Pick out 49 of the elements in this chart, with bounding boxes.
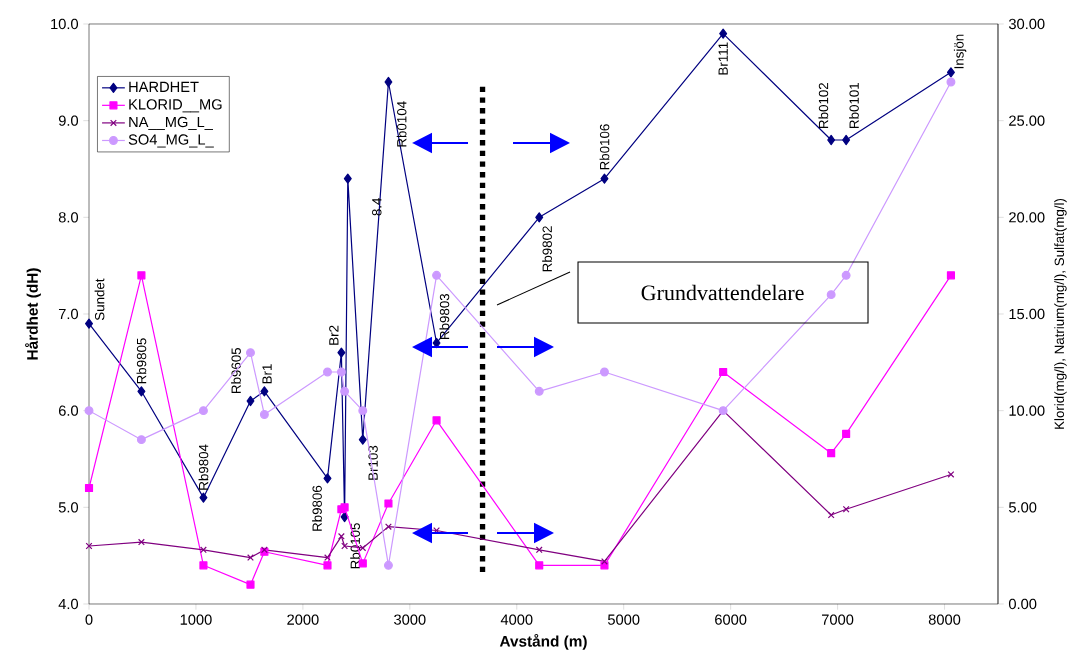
y2-tick-label: 0.00 bbox=[1008, 598, 1037, 610]
annotation: Rb9803 bbox=[439, 293, 450, 339]
legend-label: NA__MG_L_ bbox=[129, 116, 214, 130]
y-tick-label: 7.0 bbox=[58, 308, 79, 320]
legend-label: SO4_MG_L_ bbox=[128, 134, 214, 148]
y-tick-label: 5.0 bbox=[58, 502, 79, 513]
legend-label: HARDHET bbox=[129, 81, 199, 92]
annotation: Rb9804 bbox=[198, 444, 209, 490]
y2-tick-label: 10.00 bbox=[1009, 405, 1045, 416]
annotation: Grundvattendelare bbox=[641, 284, 804, 301]
y2-tick-label: 15.00 bbox=[1009, 308, 1045, 320]
annotation: Rb0102 bbox=[818, 83, 829, 128]
annotation: Br2 bbox=[329, 325, 339, 345]
y-tick-label: 6.0 bbox=[58, 405, 79, 416]
y2-tick-label: 25.00 bbox=[1009, 115, 1045, 126]
x-tick-label: 6000 bbox=[715, 614, 747, 625]
x-axis-title: Avstånd (m) bbox=[499, 633, 587, 650]
x-tick-label: 0 bbox=[85, 614, 93, 625]
x-tick-label: 7000 bbox=[822, 614, 854, 625]
y-axis-title: Hårdhet (dH) bbox=[25, 268, 41, 360]
x-tick-label: 2000 bbox=[287, 614, 319, 625]
annotation: Rb9806 bbox=[312, 485, 322, 531]
x-tick-label: 5000 bbox=[607, 614, 640, 625]
y2-tick-label: 20.00 bbox=[1009, 212, 1045, 223]
y2-tick-label: 5.00 bbox=[1008, 502, 1037, 513]
annotation: Rb9802 bbox=[542, 226, 552, 272]
y2-axis-title: Klorid(mg/l), Natrium(mg/l), Sulfat(mg/l) bbox=[1054, 198, 1067, 429]
x-tick-label: 1000 bbox=[180, 614, 212, 625]
annotation: Br111 bbox=[718, 42, 728, 75]
legend-label: KLORID__MG bbox=[129, 99, 222, 113]
x-tick-label: 3000 bbox=[394, 614, 426, 625]
annotation: Rb0106 bbox=[599, 124, 610, 170]
annotation: Rb9605 bbox=[231, 347, 241, 393]
annotation: Br1 bbox=[262, 364, 272, 384]
annotation: Sundet bbox=[94, 278, 105, 321]
annotation: Rb0105 bbox=[350, 523, 360, 569]
y-tick-label: 9.0 bbox=[58, 115, 79, 126]
x-tick-label: 4000 bbox=[500, 614, 533, 625]
annotation: Insjön bbox=[953, 34, 967, 69]
annotation: 8.4 bbox=[372, 197, 382, 216]
annotation: Br103 bbox=[368, 445, 378, 480]
y-tick-label: 10.0 bbox=[51, 18, 79, 30]
annotation: Rb0104 bbox=[396, 101, 407, 147]
y-tick-label: 4.0 bbox=[58, 598, 79, 610]
annotation: Rb9805 bbox=[136, 338, 147, 384]
y-tick-label: 8.0 bbox=[58, 212, 79, 223]
x-tick-label: 8000 bbox=[928, 614, 961, 625]
y2-tick-label: 30.00 bbox=[1008, 18, 1045, 30]
annotation: Rb0101 bbox=[849, 83, 859, 128]
